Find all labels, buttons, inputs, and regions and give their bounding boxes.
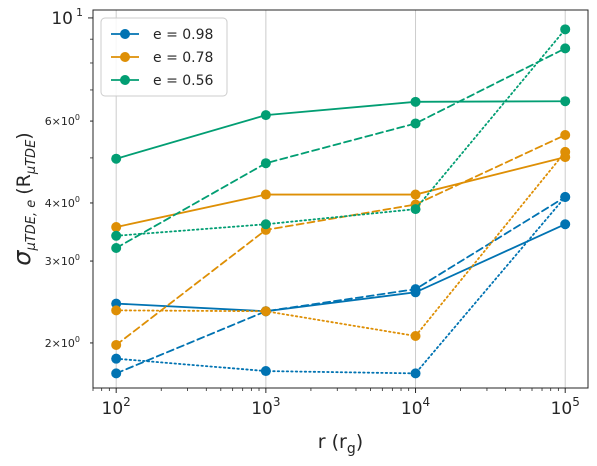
legend: e = 0.98 e = 0.78 e = 0.56 — [100, 17, 228, 97]
data-point — [560, 191, 571, 202]
legend-marker — [120, 52, 130, 62]
legend-entry: e = 0.78 — [111, 50, 213, 66]
data-point — [260, 219, 271, 230]
data-point — [560, 146, 571, 157]
series-line — [115, 156, 567, 228]
series-line — [115, 196, 567, 375]
data-point — [560, 219, 571, 230]
data-point — [111, 222, 122, 233]
data-point — [410, 330, 421, 341]
y-tick-label: 3×100 — [45, 253, 80, 268]
data-point — [111, 339, 122, 350]
legend-marker — [120, 75, 130, 85]
data-point — [560, 43, 571, 54]
data-point — [260, 158, 271, 169]
data-point — [260, 366, 271, 377]
data-point — [111, 305, 122, 316]
x-tick-label: 105 — [551, 395, 580, 419]
series-line — [115, 151, 567, 337]
plot-frame — [92, 9, 589, 389]
series-7 — [111, 43, 571, 254]
data-point — [111, 368, 122, 379]
series-layer — [111, 24, 571, 379]
y-axis: 10 1 6×100 4×100 3×100 2×100 — [45, 6, 93, 350]
x-axis-title: r (rg) — [318, 431, 363, 457]
series-6 — [111, 96, 571, 164]
series-line — [115, 47, 567, 249]
data-point — [111, 230, 122, 241]
series-4 — [111, 130, 571, 350]
data-point — [410, 96, 421, 107]
series-5 — [111, 146, 571, 341]
series-1 — [111, 191, 571, 379]
x-tick-label: 102 — [102, 395, 131, 419]
data-point — [560, 130, 571, 141]
data-point — [410, 284, 421, 295]
series-line — [115, 28, 567, 237]
data-point — [410, 118, 421, 129]
series-8 — [111, 24, 571, 241]
data-point — [560, 96, 571, 107]
x-axis: 102 103 104 105 — [92, 388, 580, 419]
data-point — [111, 353, 122, 364]
x-tick-label: 104 — [401, 395, 430, 419]
y-axis-title: σμTDE, e(RμTDE) — [8, 132, 39, 265]
data-point — [111, 153, 122, 164]
legend-box — [100, 17, 228, 97]
x-tick-label: 103 — [251, 395, 280, 419]
data-point — [560, 24, 571, 35]
legend-label: e = 0.98 — [153, 27, 213, 43]
data-point — [410, 204, 421, 215]
data-point — [111, 243, 122, 254]
legend-entry: e = 0.56 — [111, 73, 214, 89]
series-line — [115, 134, 567, 346]
y-tick-label: 10 1 — [51, 6, 83, 29]
data-point — [260, 306, 271, 317]
legend-label: e = 0.56 — [153, 73, 214, 89]
legend-label: e = 0.78 — [153, 50, 213, 66]
data-point — [260, 110, 271, 121]
data-point — [410, 368, 421, 379]
series-0 — [111, 219, 571, 317]
series-line — [115, 223, 567, 313]
legend-entry: e = 0.98 — [111, 27, 213, 43]
series-line — [115, 100, 567, 160]
y-tick-label: 2×100 — [45, 335, 80, 350]
legend-marker — [120, 29, 130, 39]
y-tick-label: 4×100 — [45, 195, 80, 210]
y-tick-label: 6×100 — [45, 113, 80, 128]
series-line — [115, 196, 567, 375]
data-point — [410, 189, 421, 200]
data-point — [260, 189, 271, 200]
series-2 — [111, 191, 571, 379]
